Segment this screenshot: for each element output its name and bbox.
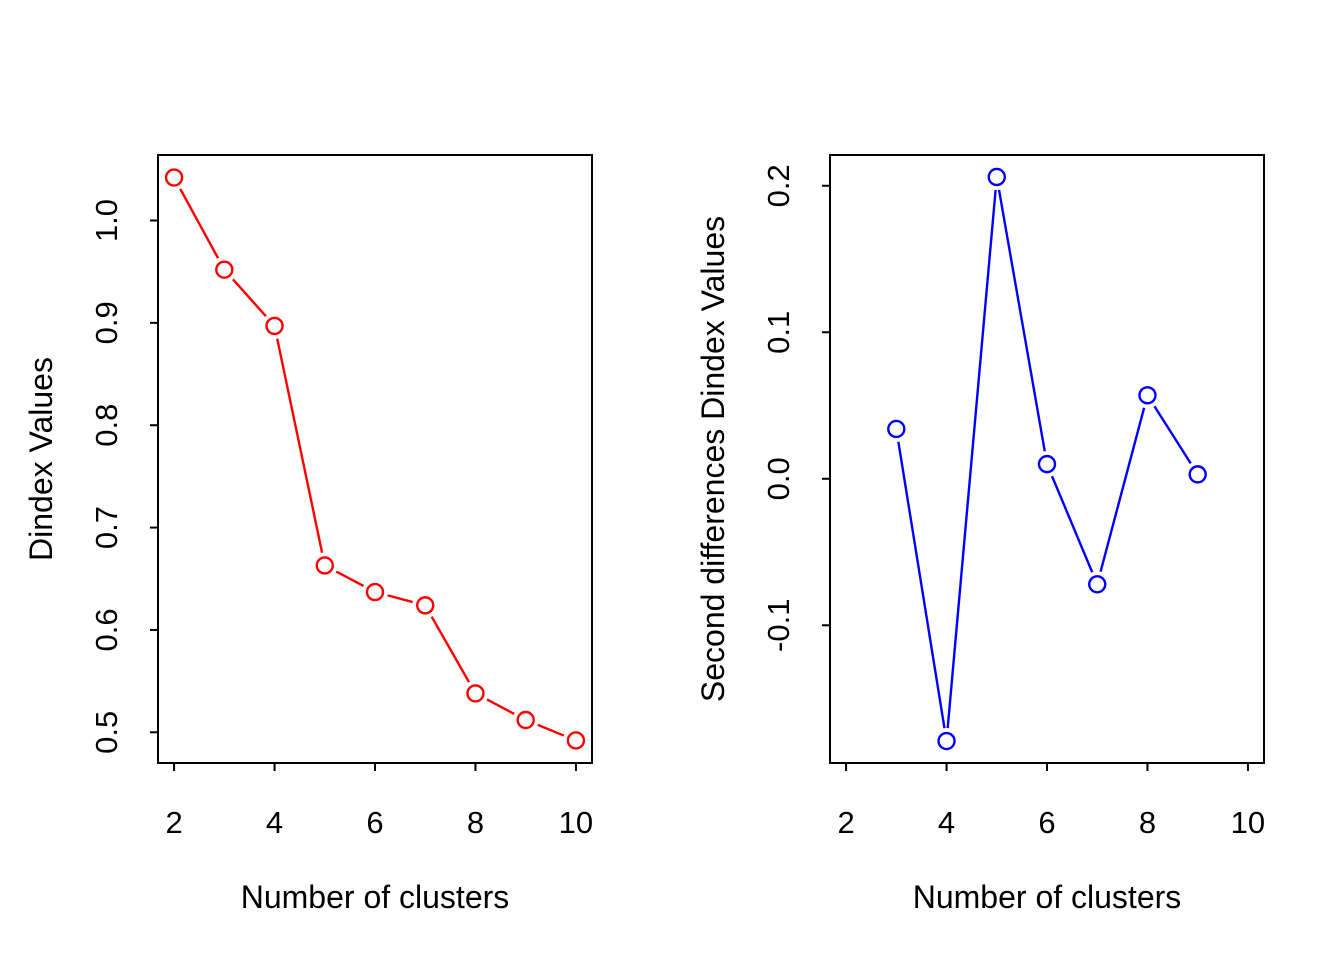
data-point-marker	[164, 168, 184, 187]
y-axis-tick-label: 0.5	[89, 711, 124, 754]
data-point-marker	[887, 419, 906, 439]
data-point-marker	[987, 167, 1006, 187]
data-point-marker	[416, 596, 435, 615]
x-axis-title: Number of clusters	[913, 879, 1182, 915]
x-axis-tick-label: 2	[837, 805, 854, 840]
data-point-marker	[265, 316, 284, 336]
series-line-segment	[387, 594, 413, 604]
plot-box	[829, 154, 1265, 764]
series-line-segment	[1153, 405, 1192, 465]
x-axis-tick-label: 10	[1231, 805, 1265, 840]
plot-box	[157, 154, 593, 764]
data-point-marker	[1088, 575, 1107, 594]
series-line-segment	[997, 189, 1046, 452]
dindex-values-plot: 2 4 6 8 10 0.5 0.6 0.7 0.8 0.9 1.0 Number of cluste…	[23, 154, 593, 915]
x-axis-tick-label: 4	[938, 805, 955, 840]
data-point-marker	[1188, 465, 1207, 484]
x-axis-tick-label: 2	[165, 805, 182, 840]
data-point-marker	[516, 710, 535, 730]
series-line-segment	[232, 278, 267, 318]
data-point-marker	[215, 260, 234, 279]
y-axis-tick-label: 0.9	[89, 301, 124, 344]
y-axis-tick-label: 0.0	[761, 457, 796, 500]
series-line-segment	[897, 441, 946, 729]
series-line-segment	[1050, 475, 1094, 573]
y-axis-tick-label: 0.8	[89, 404, 124, 447]
y-axis-tick-label: 0.6	[89, 608, 124, 651]
second-differences-plot: 2 4 6 8 10 -0.1 0.0 0.1 0.2 Number of clusters Sec…	[695, 154, 1265, 915]
series-line-segment	[1099, 407, 1146, 573]
data-point-marker	[315, 556, 334, 575]
x-axis-tick-label: 6	[366, 805, 383, 840]
x-axis-tick-label: 10	[559, 805, 593, 840]
series-line-segment	[946, 189, 997, 729]
y-axis-title: Second differences Dindex Values	[695, 216, 731, 702]
y-axis-tick-label: 0.7	[89, 506, 124, 549]
dindex-values-panel: 2 4 6 8 10 0.5 0.6 0.7 0.8 0.9 1.0 Number of cluste…	[23, 154, 593, 915]
series-line-segment	[276, 338, 324, 553]
y-axis-tick-label: -0.1	[761, 599, 796, 652]
x-axis-tick-label: 4	[266, 805, 283, 840]
series-line-segment	[486, 698, 515, 715]
series-line-segment	[537, 723, 565, 737]
x-axis-tick-label: 6	[1038, 805, 1055, 840]
data-point-marker	[1037, 454, 1057, 474]
y-axis-tick-label: 0.1	[761, 311, 796, 354]
y-axis-title: Dindex Values	[23, 357, 59, 561]
data-point-marker	[566, 731, 586, 750]
x-axis-title: Number of clusters	[241, 879, 510, 915]
data-point-marker	[1138, 386, 1157, 405]
series-line-segment	[335, 570, 365, 588]
data-point-marker	[937, 731, 956, 751]
x-axis-tick-label: 8	[467, 805, 484, 840]
second-differences-panel: 2 4 6 8 10 -0.1 0.0 0.1 0.2 Number of clusters Sec…	[672, 0, 1344, 960]
data-point-marker	[466, 684, 485, 703]
y-axis-tick-label: 0.2	[761, 164, 796, 207]
series-line-segment	[430, 616, 471, 683]
y-axis-tick-label: 1.0	[89, 199, 124, 242]
series-line-segment	[179, 188, 220, 259]
x-axis-tick-label: 8	[1139, 805, 1156, 840]
data-point-marker	[365, 582, 385, 602]
